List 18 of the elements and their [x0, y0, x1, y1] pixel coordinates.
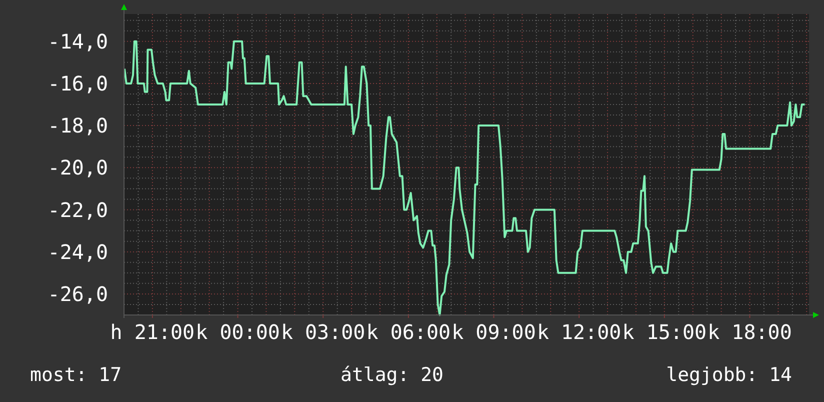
text: legjobb: 14: [666, 364, 792, 386]
y-tick-label: -16,0: [48, 71, 108, 96]
y-tick-label: -22,0: [48, 198, 108, 222]
text: most: 17: [30, 364, 122, 386]
y-tick-label: -20,0: [48, 156, 108, 180]
x-tick-label: k 00:00: [196, 320, 280, 344]
x-tick-label: k 03:00: [280, 320, 366, 344]
x-tick-label: k 15:00: [622, 320, 707, 344]
text: átlag: 20: [340, 364, 444, 386]
x-tick-label: k 09:00: [452, 320, 536, 344]
y-tick-label: -26,0: [48, 282, 108, 306]
x-tick-label: k 06:00: [366, 320, 451, 344]
y-tick-label: -18,0: [48, 114, 108, 138]
x-tick-label: h 21:00: [110, 320, 195, 344]
y-tick-label: -14,0: [48, 29, 108, 54]
y-tick-label: -24,0: [48, 240, 108, 264]
x-tick-label: k 18:00: [708, 320, 792, 344]
x-tick-label: k 12:00: [536, 320, 622, 344]
